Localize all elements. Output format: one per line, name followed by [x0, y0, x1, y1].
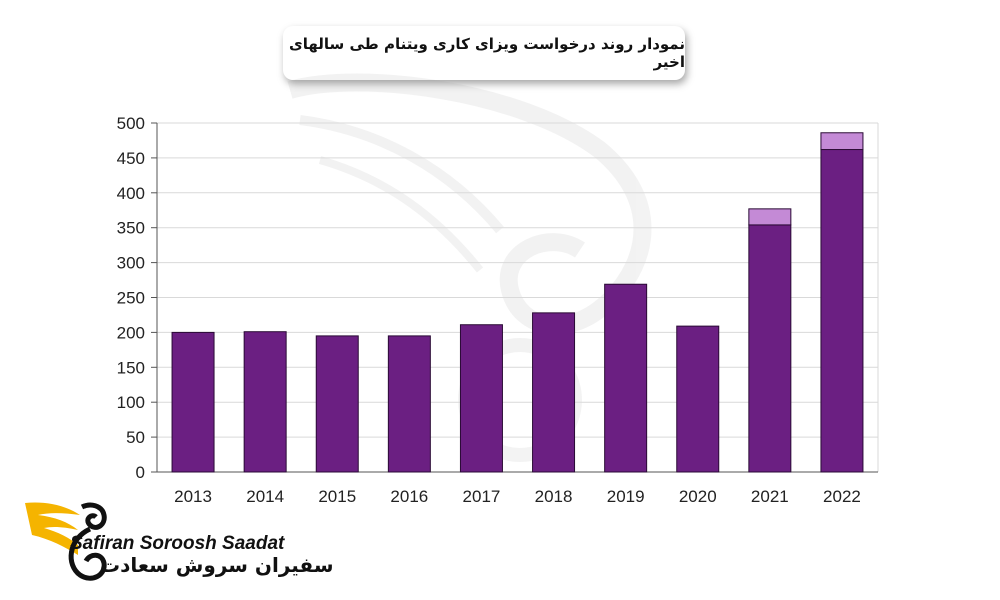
y-tick-label: 50: [126, 428, 145, 447]
x-tick-label: 2020: [679, 487, 717, 506]
y-tick-label: 400: [117, 184, 145, 203]
bar-2013: [171, 331, 215, 473]
bar-2019: [604, 283, 648, 473]
bar-2020: [676, 325, 720, 473]
x-tick-label: 2014: [246, 487, 284, 506]
y-tick-label: 0: [136, 463, 145, 482]
bar-2016: [387, 335, 431, 473]
brand-logo-icon: [25, 502, 107, 581]
y-tick-label: 500: [117, 114, 145, 133]
bar-2022: [820, 149, 864, 473]
chart-title: نمودار روند درخواست ویزای کاری ویتنام طی…: [283, 26, 685, 80]
x-tick-label: 2015: [318, 487, 356, 506]
y-tick-label: 200: [117, 323, 145, 342]
bar-top-2022: [820, 132, 864, 151]
bar-2018: [532, 312, 576, 473]
y-tick-label: 250: [117, 289, 145, 308]
y-tick-label: 100: [117, 393, 145, 412]
brand-name-en: Safiran Soroosh Saadat: [70, 533, 285, 554]
x-tick-label: 2022: [823, 487, 861, 506]
y-tick-label: 450: [117, 149, 145, 168]
bar-2017: [459, 324, 503, 473]
x-tick-label: 2016: [390, 487, 428, 506]
y-tick-label: 300: [117, 254, 145, 273]
x-tick-label: 2017: [463, 487, 501, 506]
bar-2015: [315, 335, 359, 473]
x-tick-label: 2018: [535, 487, 573, 506]
bar-2021: [748, 224, 792, 473]
bar-top-2021: [748, 208, 792, 226]
x-tick-label: 2021: [751, 487, 789, 506]
x-tick-label: 2013: [174, 487, 212, 506]
bar-2014: [243, 331, 287, 473]
x-tick-label: 2019: [607, 487, 645, 506]
y-tick-label: 150: [117, 358, 145, 377]
y-tick-label: 350: [117, 219, 145, 238]
brand-name-fa: سفیران سروش سعادت: [100, 553, 334, 577]
